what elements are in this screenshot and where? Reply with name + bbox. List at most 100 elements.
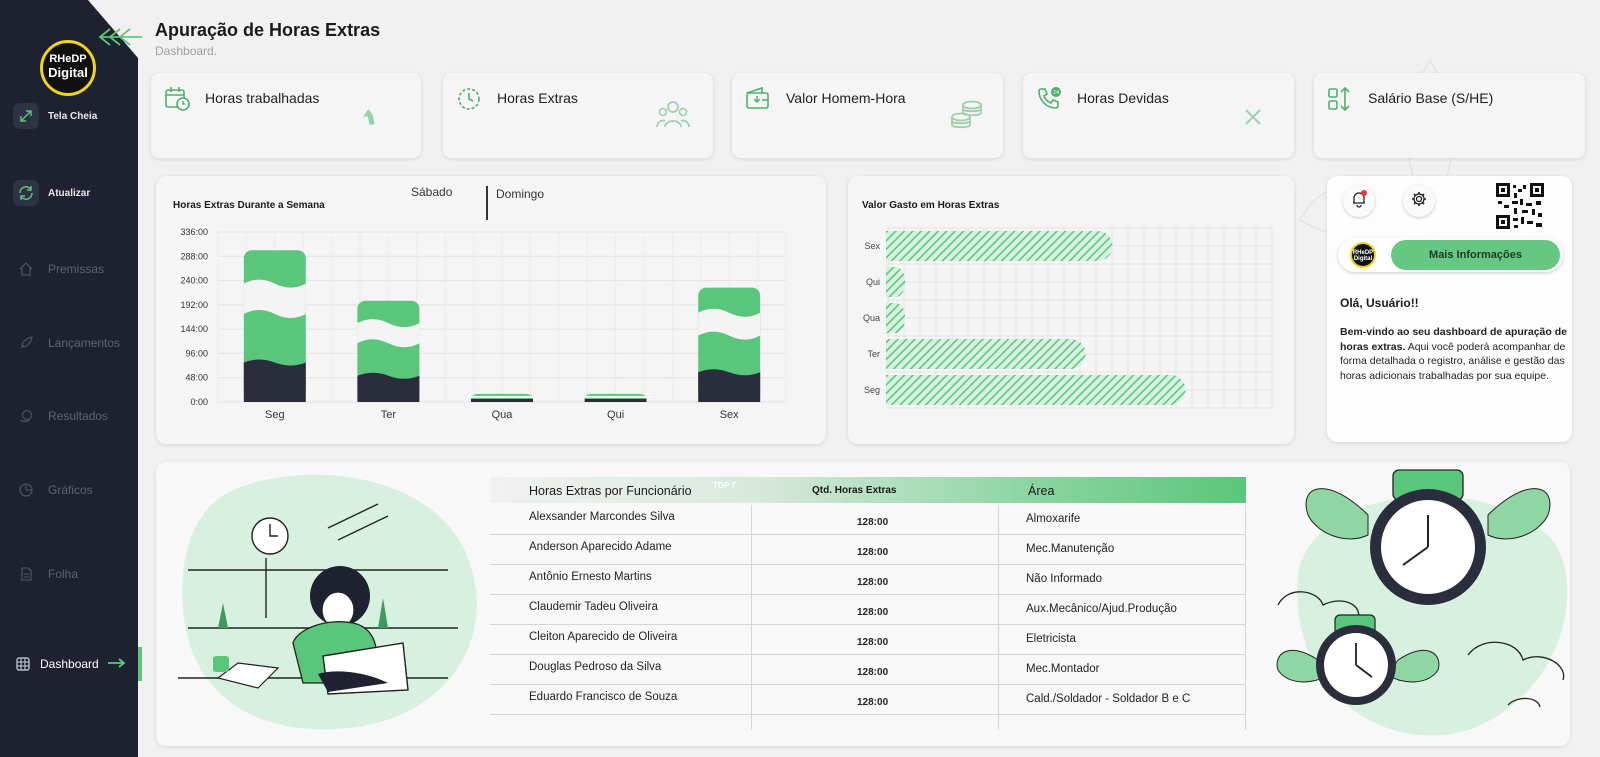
bar-sex <box>886 231 1113 261</box>
bar-cap <box>886 339 898 369</box>
bar-base <box>243 359 306 402</box>
tab-domingo[interactable]: Domingo <box>496 187 545 201</box>
svg-text:24: 24 <box>1053 90 1059 96</box>
bar-band <box>584 395 647 398</box>
kpi-horas-devidas[interactable]: 24 Horas Devidas <box>1023 73 1294 158</box>
home-icon <box>13 256 39 282</box>
bar-band <box>471 395 533 398</box>
employee-area: Mec.Manutenção <box>1026 543 1115 555</box>
info-panel <box>1327 176 1572 442</box>
y-tick-label: 0:00 <box>190 397 208 407</box>
kpi-horas-extras[interactable]: Horas Extras <box>443 73 713 158</box>
kpi-salario-base[interactable]: Salário Base (S/HE) <box>1314 73 1585 158</box>
x-tick-label: Qua <box>492 409 514 421</box>
employee-name: Claudemir Tadeu Oliveira <box>529 601 658 613</box>
flying-clocks-illustration <box>1276 469 1568 736</box>
bar-cap <box>886 267 898 297</box>
arrow-up-icon <box>357 105 381 134</box>
row-divider <box>490 624 1246 625</box>
bar-cap <box>886 303 898 333</box>
bar-band <box>243 279 306 318</box>
employee-area: Mec.Montador <box>1026 663 1100 675</box>
notification-button[interactable] <box>1343 185 1375 217</box>
kpi-valor-homem-hora[interactable]: Valor Homem-Hora <box>732 73 1003 158</box>
col-header-qtd: Qtd. Horas Extras <box>812 485 897 496</box>
overtime-hours: 128:00 <box>857 667 889 678</box>
qr-code[interactable] <box>1496 183 1544 229</box>
y-tick-label: 288:00 <box>180 251 208 261</box>
employee-area: Não Informado <box>1026 573 1103 585</box>
bar-ter <box>886 339 1086 369</box>
employee-name: Anderson Aparecido Adame <box>529 541 672 553</box>
page-subtitle: Dashboard. <box>155 44 218 58</box>
refresh-icon <box>13 180 39 206</box>
cost-bar-chart: Sex Qui Qua Ter Seg <box>863 227 1273 409</box>
overtime-hours: 128:00 <box>857 547 889 558</box>
x-tick-label: Qui <box>607 409 624 421</box>
y-tick-label: Seg <box>864 385 880 395</box>
bar-qua <box>471 393 533 402</box>
week-bar-chart: 336:00 288:00 240:00 192:00 144:00 96:00 48:00… <box>180 227 787 421</box>
close-icon <box>1243 107 1263 132</box>
bar-base <box>471 399 533 402</box>
bar-seg <box>886 375 1186 405</box>
kpi-horas-trabalhadas[interactable]: Horas trabalhadas <box>151 73 421 158</box>
brand-logo: RHeDP Digital <box>40 40 96 96</box>
y-tick-label: 144:00 <box>180 324 208 334</box>
sidebar-item-resultados[interactable]: Resultados <box>0 399 138 433</box>
page-title: Apuração de Horas Extras <box>155 20 381 40</box>
row-divider <box>490 534 1246 535</box>
bar-band <box>357 319 420 348</box>
coins-icon <box>950 99 984 136</box>
employee-name: Cleiton Aparecido de Oliveira <box>529 631 678 643</box>
x-tick-label: Ter <box>381 409 397 421</box>
y-tick-label: Qua <box>863 313 880 323</box>
overtime-hours: 128:00 <box>857 517 889 528</box>
sidebar-item-dashboard[interactable]: Dashboard <box>0 647 142 681</box>
tab-divider <box>486 186 488 220</box>
wallet-icon <box>744 85 772 118</box>
phone-24h-icon: 24 <box>1035 85 1063 118</box>
overtime-hours: 128:00 <box>857 637 889 648</box>
arrows-left-icon <box>96 26 144 53</box>
column-divider <box>1245 505 1246 730</box>
sidebar-item-premissas[interactable]: Premissas <box>0 252 138 286</box>
bar-base <box>698 369 761 402</box>
col-header-area: Área <box>1028 484 1055 498</box>
week-chart-title: Horas Extras Durante a Semana <box>173 200 325 211</box>
sidebar-item-atualizar[interactable]: Atualizar <box>0 176 138 210</box>
sidebar-item-folha[interactable]: Folha <box>0 557 138 591</box>
gear-icon <box>1410 190 1428 213</box>
cost-chart-title: Valor Gasto em Horas Extras <box>862 200 1000 211</box>
more-info-button[interactable]: Mais Informações <box>1391 240 1560 270</box>
sidebar-item-lancamentos[interactable]: Lançamentos <box>0 326 138 360</box>
row-divider <box>490 684 1246 685</box>
x-tick-label: Seg <box>265 409 285 421</box>
y-tick-label: Qui <box>866 277 880 287</box>
clock-icon <box>455 85 483 118</box>
brand-mini-logo: RHeDP Digital <box>1350 242 1376 268</box>
pie-icon <box>13 477 39 503</box>
employee-name: Eduardo Francisco de Souza <box>529 691 678 703</box>
employee-name: Antônio Ernesto Martins <box>529 571 652 583</box>
y-tick-label: 48:00 <box>185 373 208 383</box>
sidebar-item-graficos[interactable]: Gráficos <box>0 473 138 507</box>
column-divider <box>751 505 752 730</box>
bar-cap <box>886 231 898 261</box>
bell-icon <box>1350 189 1368 213</box>
tab-sabado[interactable]: Sábado <box>411 185 453 199</box>
employee-area: Eletricista <box>1026 633 1076 645</box>
sidebar: RHeDP Digital Tela Cheia Atualizar Premi… <box>0 0 142 757</box>
employee-name: Alexsander Marcondes Silva <box>529 511 675 523</box>
overtime-hours: 128:00 <box>857 577 889 588</box>
settings-button[interactable] <box>1403 185 1435 217</box>
row-divider <box>490 594 1246 595</box>
globe-icon <box>10 651 36 677</box>
arrow-right-icon <box>107 655 127 673</box>
sidebar-item-tela-cheia[interactable]: Tela Cheia <box>0 99 138 133</box>
greeting: Olá, Usuário!! <box>1340 296 1419 310</box>
welcome-text: Bem-vindo ao seu dashboard de apuração d… <box>1340 326 1567 382</box>
bar-base <box>584 399 647 402</box>
y-tick-label: 96:00 <box>185 348 208 358</box>
calendar-clock-icon <box>163 85 191 118</box>
